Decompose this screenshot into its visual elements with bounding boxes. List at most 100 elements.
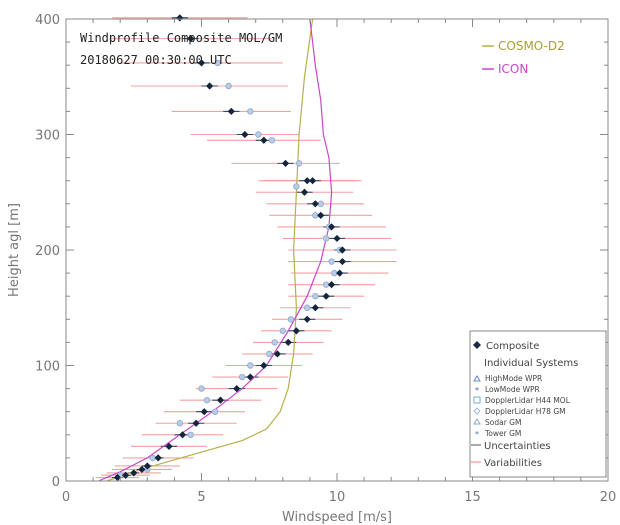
legend-label-highmode-wpr: HighMode WPR [485, 374, 542, 383]
legend-label-tower-gm: Tower GM [484, 429, 521, 438]
composite-point [197, 59, 206, 67]
legend-label-dopplerlidar-h44: DopplerLidar H44 MOL [485, 396, 571, 405]
individual-point [287, 316, 295, 323]
composite-point [338, 246, 347, 254]
composite-point [309, 177, 317, 185]
composite-point [260, 361, 268, 370]
individual-point [176, 420, 184, 427]
individual-point [328, 258, 335, 265]
legend-uncertainties-label: Uncertainties [484, 441, 551, 452]
composite-point [281, 159, 290, 167]
legend-marker-dopplerlidar-h78 [473, 407, 481, 415]
individual-point [214, 59, 221, 67]
individual-point [279, 327, 286, 335]
composite-point [311, 304, 319, 312]
composite-points-layer [113, 14, 347, 482]
composite-point [154, 454, 162, 462]
model-legend-label-cosmo: COSMO-D2 [498, 39, 565, 53]
legend-marker-tower-gm: * [475, 430, 479, 439]
individual-point [255, 131, 262, 138]
composite-point [192, 419, 200, 427]
model-legend: COSMO-D2 ICON [482, 39, 565, 76]
composite-point [178, 431, 187, 439]
chart-subtitle: 20180627 00:30:00 UTC [80, 53, 232, 67]
composite-point [200, 408, 208, 416]
composite-point [311, 200, 319, 208]
legend-marker-dopplerlidar-h44 [473, 396, 481, 404]
legend-label-sodar-gm: Sodar GM [485, 418, 521, 427]
model-profile-icon [98, 18, 333, 482]
individual-point [187, 431, 194, 438]
y-tick-label: 100 [35, 360, 60, 375]
individual-point [211, 408, 219, 415]
composite-point [327, 281, 336, 289]
individual-point [238, 373, 246, 381]
composite-point [246, 373, 254, 381]
individual-point [293, 183, 300, 190]
x-ticks-layer: 0 5 10 15 20 [62, 19, 616, 505]
individual-point [247, 108, 254, 115]
legend-box [469, 330, 607, 478]
x-tick-label: 10 [329, 490, 346, 505]
composite-point [284, 338, 292, 346]
legend-marker-sodar-gm [473, 418, 481, 425]
legend-variabilities-label: Variabilities [484, 458, 542, 469]
x-tick-label: 0 [62, 490, 70, 505]
composite-point [336, 269, 344, 277]
variability-bars-layer [95, 17, 397, 479]
chart-title: Windprofile Composite MOL/GM [80, 31, 282, 45]
y-tick-label: 300 [35, 129, 60, 144]
composite-point [241, 130, 249, 139]
composite-point [303, 315, 311, 323]
legend-individual-header: Individual Systems [484, 358, 578, 369]
individual-point [303, 304, 311, 311]
composite-point [143, 462, 151, 470]
individual-point [266, 350, 273, 358]
y-axis-label: Height agl [m] [7, 203, 22, 297]
individual-point [203, 396, 211, 404]
composite-point [300, 188, 309, 196]
legend-label-dopplerlidar-h78: DopplerLidar H78 GM [485, 407, 566, 416]
legend-marker-lowmode-wpr: * [475, 386, 479, 395]
composite-point [273, 350, 281, 358]
model-profiles-layer [98, 18, 333, 482]
y-tick-label: 400 [35, 13, 60, 28]
model-profile-cosmo-d2 [106, 18, 314, 482]
composite-point [322, 292, 330, 300]
composite-point [187, 35, 195, 43]
legend-marker-highmode-wpr [473, 375, 481, 382]
x-tick-label: 20 [600, 490, 617, 505]
composite-point [216, 396, 225, 404]
x-tick-label: 15 [464, 490, 481, 505]
individual-point [295, 160, 303, 167]
composite-point [317, 211, 325, 219]
x-tick-label: 5 [197, 490, 205, 505]
individual-point [268, 137, 276, 144]
composite-point [338, 257, 347, 266]
composite-point [303, 177, 311, 185]
composite-point [165, 442, 173, 450]
individual-point [271, 339, 278, 346]
individual-points-layer [116, 59, 343, 479]
composite-legend-marker [473, 341, 481, 349]
composite-point [227, 107, 235, 115]
y-tick-label: 0 [52, 475, 60, 490]
composite-point [206, 82, 214, 90]
composite-point [113, 473, 122, 482]
individual-point [198, 385, 205, 392]
legend-composite-label: Composite [486, 341, 539, 352]
composite-point [122, 471, 130, 479]
composite-point [260, 136, 268, 144]
composite-point [292, 327, 300, 335]
y-tick-label: 200 [35, 244, 60, 259]
composite-point [327, 223, 336, 231]
individual-point [312, 293, 319, 300]
legend-label-lowmode-wpr: LowMode WPR [485, 385, 540, 394]
individual-point [322, 235, 330, 242]
individual-point [225, 82, 232, 90]
systems-legend: Composite Individual Systems HighMode WP… [469, 330, 607, 478]
composite-point [333, 234, 341, 243]
composite-point [130, 469, 138, 477]
composite-point [176, 14, 184, 22]
